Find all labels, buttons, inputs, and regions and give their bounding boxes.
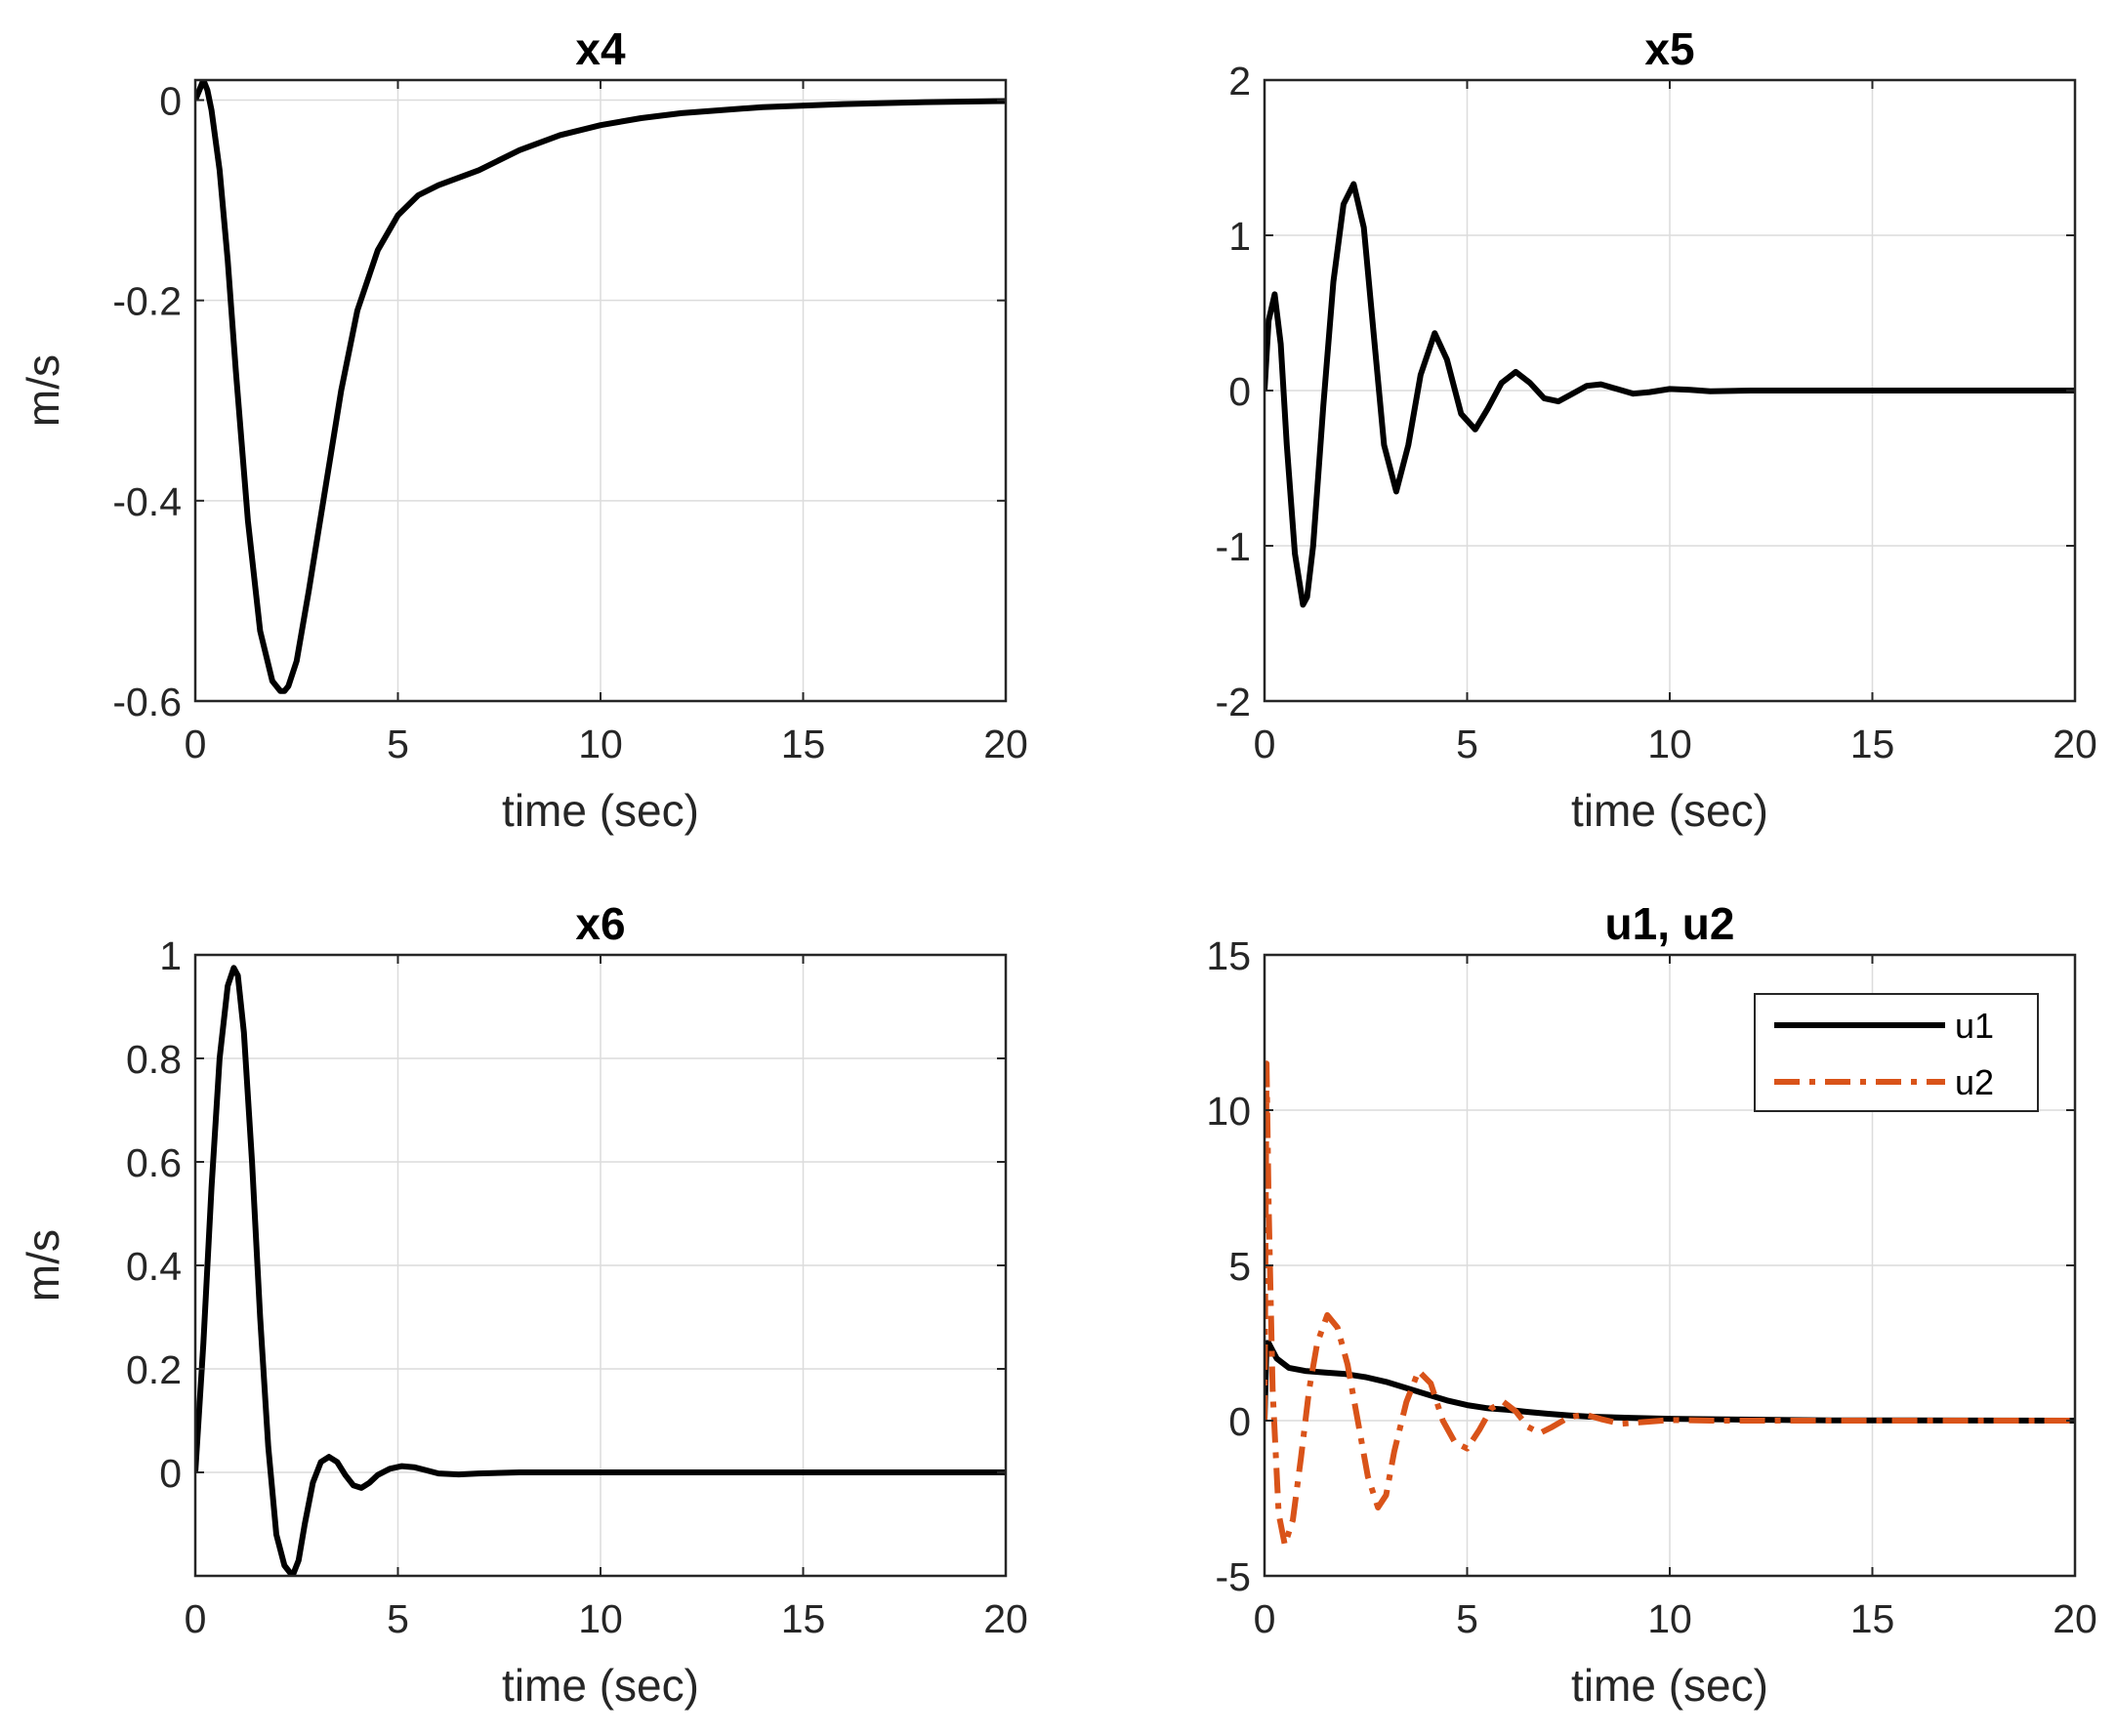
x-axis-label: time (sec) <box>502 785 699 836</box>
series-line-u2 <box>1265 1060 2075 1549</box>
chart-title: x6 <box>575 898 625 949</box>
y-tick-label: 0 <box>159 79 182 124</box>
x-tick-label: 20 <box>2053 722 2097 766</box>
x-tick-label: 5 <box>1456 1596 1478 1641</box>
y-tick-label: -0.4 <box>112 479 182 524</box>
y-tick-label: 0.6 <box>126 1140 182 1185</box>
y-tick-label: 0.8 <box>126 1037 182 1082</box>
y-tick-label: 1 <box>159 933 182 978</box>
legend-label-u2: u2 <box>1955 1062 1994 1102</box>
y-tick-label: 1 <box>1228 214 1251 259</box>
y-tick-label: 0 <box>1228 369 1251 414</box>
x-tick-label: 15 <box>781 722 826 766</box>
x-tick-label: 0 <box>1254 722 1276 766</box>
legend-box <box>1754 993 2039 1112</box>
y-tick-label: 15 <box>1206 933 1251 978</box>
y-tick-label: 0 <box>159 1451 182 1496</box>
x-tick-label: 5 <box>387 1596 409 1641</box>
x-axis-label: time (sec) <box>502 1660 699 1711</box>
x-tick-label: 0 <box>1254 1596 1276 1641</box>
x-tick-label: 15 <box>1850 722 1895 766</box>
series-line-x6 <box>195 965 1006 1576</box>
y-tick-label: 0 <box>1228 1399 1251 1444</box>
y-tick-label: -2 <box>1216 680 1251 724</box>
x-tick-label: 0 <box>185 722 207 766</box>
axes-1: 0 5 10 15 20 -0.6 -0.4 -0.2 0 x4 time (sec) m/s <box>18 23 1028 836</box>
y-tick-label: -1 <box>1216 524 1251 569</box>
x-tick-label: 20 <box>983 722 1028 766</box>
chart-title: u1, u2 <box>1605 898 1735 949</box>
y-tick-label: 5 <box>1228 1244 1251 1289</box>
x-tick-label: 15 <box>781 1596 826 1641</box>
series-line-x4 <box>195 80 1006 694</box>
series-line-x5 <box>1265 181 2075 608</box>
x-axis-label: time (sec) <box>1571 1660 1768 1711</box>
axes-2: 0 5 10 15 20 -2 -1 0 1 2 x5 time (sec) <box>1216 23 2097 836</box>
y-tick-label: -0.6 <box>112 680 182 724</box>
y-tick-label: 0.2 <box>126 1347 182 1392</box>
chart-title: x4 <box>575 23 626 74</box>
y-axis-label: m/s <box>18 354 68 427</box>
legend-label-u1: u1 <box>1955 1006 1994 1046</box>
y-tick-label: -0.2 <box>112 279 182 324</box>
y-tick-label: 0.4 <box>126 1244 182 1289</box>
x-tick-label: 10 <box>1647 722 1692 766</box>
x-axis-label: time (sec) <box>1571 785 1768 836</box>
x-tick-label: 5 <box>387 722 409 766</box>
y-axis-label: m/s <box>18 1229 68 1302</box>
x-tick-label: 5 <box>1456 722 1478 766</box>
axes-3: 0 5 10 15 20 0 0.2 0.4 0.6 0.8 1 x6 time (sec) m/s <box>18 898 1028 1711</box>
chart-title: x5 <box>1644 23 1694 74</box>
x-tick-label: 0 <box>185 1596 207 1641</box>
y-tick-label: 10 <box>1206 1089 1251 1134</box>
x-tick-label: 20 <box>2053 1596 2097 1641</box>
x-tick-label: 15 <box>1850 1596 1895 1641</box>
y-tick-label: 2 <box>1228 59 1251 103</box>
x-tick-label: 10 <box>1647 1596 1692 1641</box>
y-tick-label: -5 <box>1216 1554 1251 1599</box>
x-tick-label: 10 <box>578 1596 623 1641</box>
x-tick-label: 20 <box>983 1596 1028 1641</box>
x-tick-label: 10 <box>578 722 623 766</box>
